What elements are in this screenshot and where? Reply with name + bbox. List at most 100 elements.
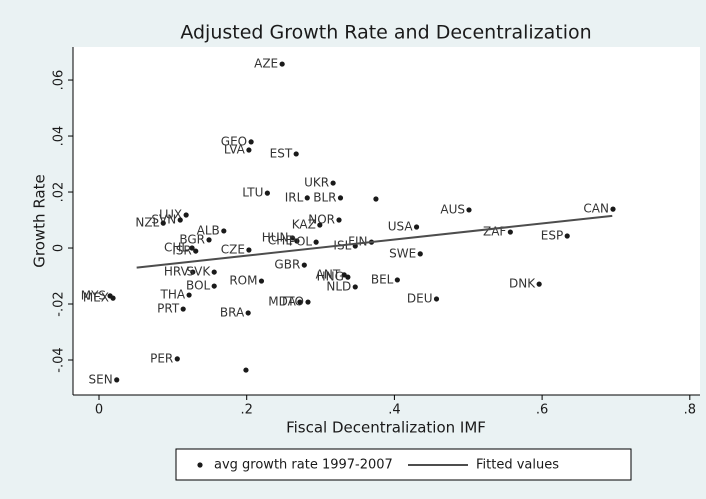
point — [413, 224, 420, 230]
point-label: AZE — [254, 57, 278, 71]
point-label: ZAF — [483, 225, 506, 239]
point-label: PER — [150, 351, 173, 365]
point — [264, 190, 270, 196]
point-label: BGR — [179, 232, 205, 246]
point — [305, 299, 311, 305]
legend-marker — [197, 462, 203, 468]
point — [610, 206, 616, 212]
point-label: THA — [160, 288, 186, 302]
point-label: SVK — [187, 265, 212, 279]
point-label: UKR — [304, 176, 329, 190]
point — [466, 207, 472, 213]
y-tick-label: 0 — [52, 244, 67, 252]
fitted-line — [136, 214, 613, 269]
y-axis-title: Growth Rate — [31, 174, 49, 267]
point-label: KAZ — [292, 218, 316, 232]
point — [301, 262, 307, 268]
point — [180, 306, 186, 312]
point-label: NZL — [135, 216, 159, 230]
point-label: CAN — [583, 202, 609, 216]
point-label: MDA — [268, 295, 296, 309]
y-tick-label: -.04 — [52, 347, 67, 372]
point-label: ISR — [172, 244, 192, 258]
point-label: ESP — [541, 228, 563, 242]
point — [190, 269, 196, 275]
x-tick-label: .4 — [388, 403, 400, 418]
x-axis-title: Fiscal Decentralization IMF — [286, 419, 486, 437]
point-label: MYS — [81, 288, 106, 302]
point — [564, 233, 570, 239]
point — [394, 277, 400, 283]
point — [177, 217, 183, 223]
x-tick-label: .8 — [684, 403, 696, 418]
point-label: CZE — [221, 242, 245, 256]
point — [417, 251, 423, 257]
point — [330, 180, 336, 186]
point — [206, 237, 212, 243]
point-label: CHL — [164, 241, 188, 255]
point-label: USA — [388, 220, 414, 234]
y-tick-label: .04 — [52, 126, 67, 147]
point — [293, 151, 299, 157]
point — [246, 247, 252, 253]
point-label: TTO — [279, 295, 304, 309]
point-label: CHE — [268, 234, 293, 248]
point-label: GEO — [221, 134, 247, 148]
x-tick-label: 0 — [95, 403, 103, 418]
point — [110, 295, 116, 301]
point-label: IRL — [285, 190, 304, 204]
point-label: LUX — [159, 207, 182, 221]
legend — [175, 448, 632, 481]
point — [221, 228, 227, 234]
point-label: BOL — [186, 279, 210, 293]
point — [186, 292, 192, 298]
point — [507, 229, 513, 235]
point-label: DNK — [509, 277, 536, 291]
point — [183, 212, 189, 218]
point — [345, 274, 351, 280]
y-tick-label: .06 — [52, 70, 67, 91]
y-tick-label: -.02 — [52, 291, 67, 316]
point-label: POL — [289, 235, 313, 249]
point — [297, 299, 303, 305]
point — [433, 296, 440, 302]
point — [160, 220, 166, 226]
point — [114, 377, 120, 383]
plot-area — [73, 47, 700, 395]
point — [243, 367, 249, 373]
point-label: NLD — [326, 279, 351, 293]
point-label: EST — [270, 146, 293, 160]
point-label: BRA — [220, 305, 245, 319]
point-label: DEU — [407, 291, 433, 305]
point-label: SWE — [389, 246, 416, 260]
chart-title: Adjusted Growth Rate and Decentralizatio… — [180, 22, 591, 44]
point-label: MEX — [83, 291, 109, 305]
x-tick-label: .6 — [536, 403, 548, 418]
point-label: LTU — [242, 186, 263, 200]
point — [304, 195, 310, 201]
point — [193, 248, 199, 254]
point-label: HRV — [164, 265, 190, 279]
point-label: HUN — [262, 230, 289, 244]
point-label: ROM — [229, 274, 257, 288]
point-label: BEL — [371, 272, 394, 286]
point — [279, 61, 285, 67]
point-label: NOR — [308, 213, 335, 227]
point — [289, 235, 296, 241]
point-label: ANT — [316, 267, 341, 281]
point — [246, 147, 252, 153]
point-label: AUS — [440, 202, 465, 216]
y-tick-label: .02 — [52, 182, 67, 203]
point — [258, 278, 265, 284]
point — [174, 356, 180, 362]
point-label: LVA — [224, 143, 246, 157]
point — [373, 196, 379, 202]
point — [245, 310, 251, 316]
point — [336, 217, 342, 223]
point-label: SEN — [89, 372, 113, 386]
point-label: PRT — [157, 302, 180, 316]
x-tick-label: .2 — [240, 403, 252, 418]
point — [337, 195, 344, 201]
point-label: BLR — [313, 190, 336, 204]
